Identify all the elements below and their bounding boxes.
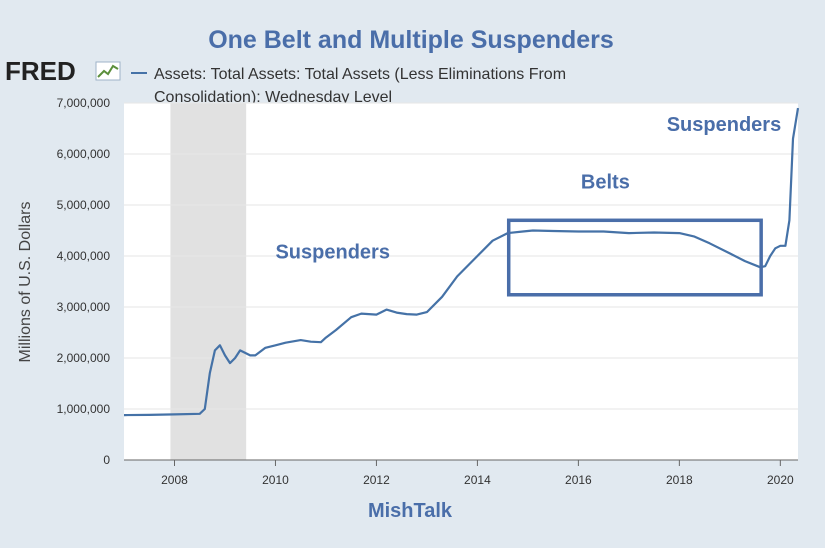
fred-logo[interactable]: FRED bbox=[5, 56, 121, 86]
annotations: Suspenders Belts Suspenders bbox=[275, 114, 781, 263]
x-axis: 2008 2010 2012 2014 2016 2018 2020 bbox=[161, 460, 794, 487]
y-tick-label: 7,000,000 bbox=[57, 96, 111, 110]
y-tick-label: 6,000,000 bbox=[57, 147, 111, 161]
y-tick-label: 4,000,000 bbox=[57, 249, 111, 263]
footer-credit: MishTalk bbox=[368, 500, 453, 522]
y-tick-label: 5,000,000 bbox=[57, 198, 111, 212]
y-tick-label: 0 bbox=[103, 453, 110, 467]
y-axis-label: Millions of U.S. Dollars bbox=[17, 202, 34, 363]
annotation-label: Suspenders bbox=[275, 242, 389, 264]
legend: Assets: Total Assets: Total Assets (Less… bbox=[131, 66, 566, 106]
x-tick-label: 2012 bbox=[363, 473, 390, 487]
legend-label-line1: Assets: Total Assets: Total Assets (Less… bbox=[154, 66, 566, 83]
fred-logo-text: FRED bbox=[5, 56, 76, 86]
x-tick-label: 2018 bbox=[666, 473, 693, 487]
legend-label-line2: Consolidation): Wednesday Level bbox=[154, 89, 392, 106]
x-tick-label: 2010 bbox=[262, 473, 289, 487]
annotation-label: Suspenders bbox=[667, 114, 781, 136]
belts-highlight-box bbox=[506, 218, 763, 297]
x-tick-label: 2008 bbox=[161, 473, 188, 487]
x-tick-label: 2016 bbox=[565, 473, 592, 487]
x-tick-label: 2020 bbox=[767, 473, 794, 487]
x-tick-label: 2014 bbox=[464, 473, 491, 487]
recession-shading bbox=[170, 103, 247, 460]
annotation-label: Belts bbox=[581, 172, 630, 194]
series-line-total-assets bbox=[123, 107, 800, 417]
fred-logo-icon bbox=[95, 61, 121, 81]
y-tick-label: 3,000,000 bbox=[57, 300, 111, 314]
y-axis: 0 1,000,000 2,000,000 3,000,000 4,000,000 5,0… bbox=[57, 96, 798, 467]
chart-title: One Belt and Multiple Suspenders bbox=[208, 26, 614, 54]
y-tick-label: 1,000,000 bbox=[57, 402, 111, 416]
y-tick-label: 2,000,000 bbox=[57, 351, 111, 365]
